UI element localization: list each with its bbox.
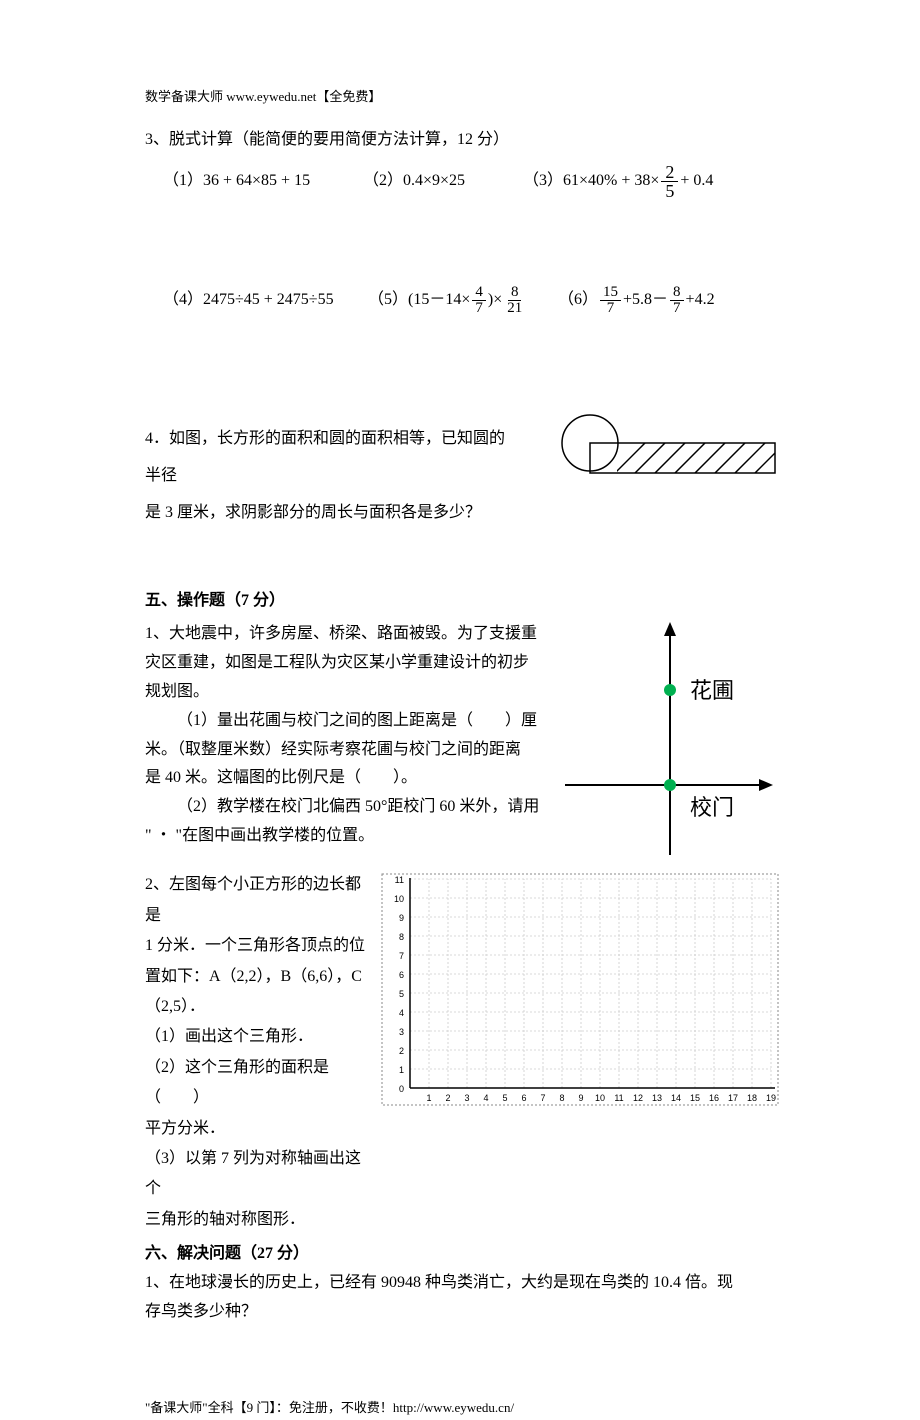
q4-line1: 4．如图，长方形的面积和圆的面积相等，已知圆的半径 xyxy=(145,421,515,495)
q4-text: 4．如图，长方形的面积和圆的面积相等，已知圆的半径 是 3 厘米，求阴影部分的周… xyxy=(145,421,515,531)
svg-text:14: 14 xyxy=(671,1093,681,1103)
q6-1-l1: 1、在地球漫长的历史上，已经有 90948 种鸟类消亡，大约是现在鸟类的 10.… xyxy=(145,1269,780,1298)
q5-1-wrap: 1、大地震中，许多房屋、桥梁、路面被毁。为了支援重 灾区重建，如图是工程队为灾区… xyxy=(145,620,780,865)
q5-2-l2: 1 分米．一个三角形各顶点的位 xyxy=(145,931,365,961)
label-xiaomen: 校门 xyxy=(690,795,734,820)
q5-1-l8: " ・ "在图中画出教学楼的位置。 xyxy=(145,822,540,851)
q5-2-l7: 平方分米． xyxy=(145,1114,365,1144)
q5-1-l6: 是 40 米。这幅图的比例尺是（ ）。 xyxy=(145,764,540,793)
q5-2-text: 2、左图每个小正方形的边长都是 1 分米．一个三角形各顶点的位 置如下：A（2,… xyxy=(145,870,365,1235)
q3-title: 3、脱式计算（能简便的要用简便方法计算，12 分） xyxy=(145,126,780,155)
svg-text:19: 19 xyxy=(766,1093,776,1103)
q3-row1: （1）36 + 64×85 + 15 （2）0.4×9×25 （3）61×40%… xyxy=(145,163,780,200)
frac-num: 4 xyxy=(472,285,486,301)
section5-title: 五、操作题（7 分） xyxy=(145,587,780,616)
svg-text:7: 7 xyxy=(540,1093,545,1103)
frac-den: 7 xyxy=(604,301,618,316)
frac-den: 21 xyxy=(504,301,525,316)
frac-num: 8 xyxy=(508,285,522,301)
q5-2-l3: 置如下：A（2,2），B（6,6），C xyxy=(145,962,365,992)
q5-1-l4: （1）量出花圃与校门之间的图上距离是（ ）厘 xyxy=(145,707,540,736)
q5-2-l4: （2,5）． xyxy=(145,992,365,1022)
q3-i6-prefix: （6） xyxy=(558,286,598,315)
q5-2-l8: （3）以第 7 列为对称轴画出这个 xyxy=(145,1144,365,1205)
svg-text:4: 4 xyxy=(483,1093,488,1103)
q5-2-l1: 2、左图每个小正方形的边长都是 xyxy=(145,870,365,931)
svg-text:12: 12 xyxy=(633,1093,643,1103)
svg-text:2: 2 xyxy=(399,1046,404,1056)
svg-text:4: 4 xyxy=(399,1008,404,1018)
label-huapu: 花圃 xyxy=(690,678,734,703)
frac-den: 7 xyxy=(670,301,684,316)
q3-i3-suffix: + 0.4 xyxy=(680,167,713,196)
footer-text: "备课大师"全科【9 门】：免注册，不收费！http://www.eywedu.… xyxy=(145,1396,780,1419)
svg-text:9: 9 xyxy=(399,913,404,923)
svg-text:9: 9 xyxy=(578,1093,583,1103)
svg-text:18: 18 xyxy=(747,1093,757,1103)
q5-2-l6: （2）这个三角形的面积是（ ） xyxy=(145,1053,365,1114)
svg-text:5: 5 xyxy=(502,1093,507,1103)
svg-text:17: 17 xyxy=(728,1093,738,1103)
q4-figure xyxy=(555,411,780,481)
frac-num: 15 xyxy=(600,285,621,301)
frac-den: 5 xyxy=(661,182,678,200)
frac-num: 2 xyxy=(661,163,678,182)
q5-1-l3: 规划图。 xyxy=(145,678,540,707)
q5-2-grid: 11109876543210 1234567891011121314151617… xyxy=(380,872,780,1107)
svg-text:15: 15 xyxy=(690,1093,700,1103)
q3-i5-prefix: （5）(15－14× xyxy=(368,286,470,315)
svg-text:3: 3 xyxy=(399,1027,404,1037)
svg-text:8: 8 xyxy=(399,932,404,942)
fraction: 2 5 xyxy=(661,163,678,200)
svg-text:6: 6 xyxy=(399,970,404,980)
header-text: 数学备课大师 www.eywedu.net【全免费】 xyxy=(145,85,780,108)
svg-text:10: 10 xyxy=(394,894,404,904)
svg-text:1: 1 xyxy=(399,1065,404,1075)
q3-item-5: （5）(15－14× 4 7 )× 8 21 xyxy=(368,285,558,316)
section6-title: 六、解决问题（27 分） xyxy=(145,1240,780,1269)
q3-i5-mid: )× xyxy=(488,286,502,315)
svg-text:2: 2 xyxy=(445,1093,450,1103)
svg-text:11: 11 xyxy=(614,1093,623,1103)
q5-1-text: 1、大地震中，许多房屋、桥梁、路面被毁。为了支援重 灾区重建，如图是工程队为灾区… xyxy=(145,620,540,865)
svg-text:1: 1 xyxy=(426,1093,431,1103)
q3-row2: （4）2475÷45 + 2475÷55 （5）(15－14× 4 7 )× 8… xyxy=(145,285,780,316)
svg-text:3: 3 xyxy=(464,1093,469,1103)
q5-1-l5: 米。（取整厘米数）经实际考察花圃与校门之间的距离 xyxy=(145,736,540,765)
fraction: 8 21 xyxy=(504,285,525,316)
frac-num: 8 xyxy=(670,285,684,301)
q4-line2: 是 3 厘米，求阴影部分的周长与面积各是多少？ xyxy=(145,495,515,532)
fraction: 8 7 xyxy=(670,285,684,316)
q3-item-1: （1）36 + 64×85 + 15 xyxy=(163,167,363,196)
q5-1-l2: 灾区重建，如图是工程队为灾区某小学重建设计的初步 xyxy=(145,649,540,678)
q6-1-l2: 存鸟类多少种？ xyxy=(145,1298,780,1327)
q3-item-2: （2）0.4×9×25 xyxy=(363,167,523,196)
svg-text:8: 8 xyxy=(559,1093,564,1103)
svg-text:11: 11 xyxy=(395,875,404,885)
q5-2-l9: 三角形的轴对称图形． xyxy=(145,1205,365,1235)
fraction: 4 7 xyxy=(472,285,486,316)
svg-text:5: 5 xyxy=(399,989,404,999)
q5-1-l7: （2）教学楼在校门北偏西 50°距校门 60 米外，请用 xyxy=(145,793,540,822)
q3-item-4: （4）2475÷45 + 2475÷55 xyxy=(163,286,368,315)
svg-text:16: 16 xyxy=(709,1093,719,1103)
q5-1-l1: 1、大地震中，许多房屋、桥梁、路面被毁。为了支援重 xyxy=(145,620,540,649)
svg-text:0: 0 xyxy=(399,1084,404,1094)
frac-den: 7 xyxy=(472,301,486,316)
q3-i6-suffix: +4.2 xyxy=(686,286,715,315)
svg-text:13: 13 xyxy=(652,1093,662,1103)
q5-1-figure: 花圃 校门 xyxy=(560,620,780,865)
q4-wrap: 4．如图，长方形的面积和圆的面积相等，已知圆的半径 是 3 厘米，求阴影部分的周… xyxy=(145,421,780,531)
fraction: 15 7 xyxy=(600,285,621,316)
q5-2-wrap: 2、左图每个小正方形的边长都是 1 分米．一个三角形各顶点的位 置如下：A（2,… xyxy=(145,870,780,1235)
q3-item-3: （3）61×40% + 38× 2 5 + 0.4 xyxy=(523,163,780,200)
q3-i3-prefix: （3）61×40% + 38× xyxy=(523,167,659,196)
svg-text:10: 10 xyxy=(595,1093,605,1103)
q3-i6-mid1: +5.8－ xyxy=(623,286,668,315)
svg-text:7: 7 xyxy=(399,951,404,961)
q5-2-l5: （1）画出这个三角形． xyxy=(145,1022,365,1052)
q3-item-6: （6） 15 7 +5.8－ 8 7 +4.2 xyxy=(558,285,780,316)
svg-text:6: 6 xyxy=(521,1093,526,1103)
